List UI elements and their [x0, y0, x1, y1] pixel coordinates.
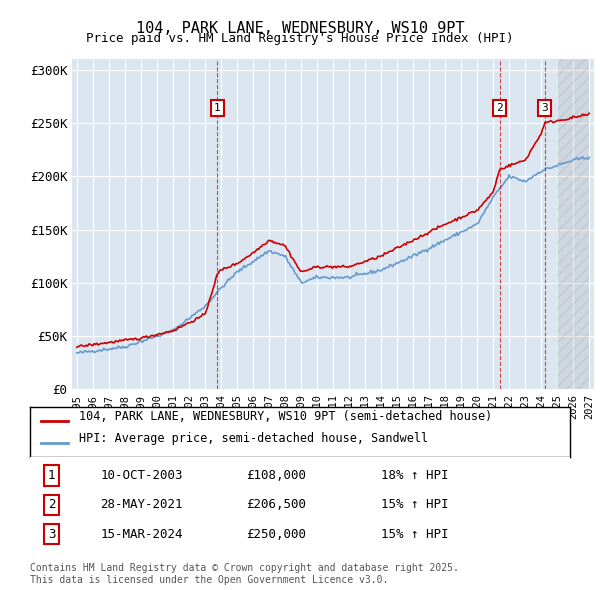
Text: 3: 3	[48, 527, 55, 540]
Text: £108,000: £108,000	[246, 469, 306, 482]
Text: 10-OCT-2003: 10-OCT-2003	[100, 469, 182, 482]
Bar	[557, 59, 589, 389]
Text: 28-MAY-2021: 28-MAY-2021	[100, 499, 182, 512]
Text: 15-MAR-2024: 15-MAR-2024	[100, 527, 182, 540]
Text: Price paid vs. HM Land Registry's House Price Index (HPI): Price paid vs. HM Land Registry's House …	[86, 32, 514, 45]
Text: 15% ↑ HPI: 15% ↑ HPI	[381, 499, 449, 512]
Text: 3: 3	[541, 103, 548, 113]
Text: 104, PARK LANE, WEDNESBURY, WS10 9PT (semi-detached house): 104, PARK LANE, WEDNESBURY, WS10 9PT (se…	[79, 410, 492, 423]
Text: £206,500: £206,500	[246, 499, 306, 512]
Text: 1: 1	[214, 103, 221, 113]
Text: £250,000: £250,000	[246, 527, 306, 540]
Text: 15% ↑ HPI: 15% ↑ HPI	[381, 527, 449, 540]
Text: 1: 1	[48, 469, 55, 482]
Text: 104, PARK LANE, WEDNESBURY, WS10 9PT: 104, PARK LANE, WEDNESBURY, WS10 9PT	[136, 21, 464, 35]
Text: 18% ↑ HPI: 18% ↑ HPI	[381, 469, 449, 482]
Text: 2: 2	[48, 499, 55, 512]
Text: HPI: Average price, semi-detached house, Sandwell: HPI: Average price, semi-detached house,…	[79, 432, 428, 445]
Text: 2: 2	[496, 103, 503, 113]
Text: Contains HM Land Registry data © Crown copyright and database right 2025.
This d: Contains HM Land Registry data © Crown c…	[30, 563, 459, 585]
